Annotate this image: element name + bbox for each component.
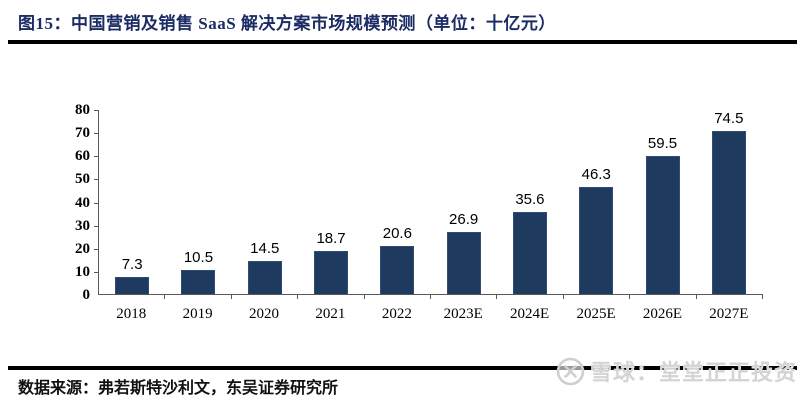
bar [247, 260, 282, 294]
bar [446, 231, 481, 294]
y-axis-tick-mark [94, 156, 99, 158]
y-axis-tick-mark [94, 248, 99, 250]
x-axis-tick-label: 2023E [443, 306, 483, 322]
x-axis-tick-label: 2024E [510, 306, 550, 322]
x-axis-tick-label: 2026E [642, 306, 683, 322]
y-axis-tick-mark [94, 202, 99, 204]
y-axis-tick-label: 60 [75, 148, 90, 165]
bar-column: 20.6 [364, 110, 430, 294]
bar-column: 10.5 [165, 110, 231, 294]
bar [181, 269, 216, 294]
x-axis-tick-mark [164, 294, 166, 299]
y-axis-tick-label: 40 [75, 194, 90, 211]
bar-columns: 7.3 10.5 14.5 18.7 20.6 26.9 35.6 46.3 59.5 74.5 [99, 110, 762, 294]
bar [645, 156, 680, 294]
y-axis-tick-mark [94, 110, 99, 111]
y-axis-tick-label: 0 [82, 287, 91, 303]
y-axis-tick-label: 30 [75, 217, 90, 234]
bar-column: 18.7 [298, 110, 364, 294]
x-axis-labels: 2018 2019 2020 2021 2022 2023E 2024E 2025E 2026E… [98, 306, 762, 323]
bar [380, 246, 415, 294]
x-axis-tick-mark [629, 294, 631, 299]
bar-column: 26.9 [430, 110, 496, 294]
bar-value-label: 26.9 [449, 210, 479, 228]
figure-title: 图15：中国营销及销售 SaaS 解决方案市场规模预测（单位：十亿元） [18, 14, 556, 33]
x-axis-tick-mark [762, 294, 763, 299]
y-axis-tick-label: 20 [75, 240, 90, 257]
x-axis-tick-mark [562, 294, 564, 299]
y-axis-tick-label: 70 [75, 125, 90, 142]
y-axis-tick-label: 80 [75, 102, 90, 118]
bar-value-label: 35.6 [515, 190, 545, 208]
x-axis-tick-label: 2025E [576, 306, 616, 322]
watermark-text: 雪球：堂堂正正投资 [589, 360, 797, 385]
bar-value-label: 18.7 [316, 229, 346, 247]
x-axis-tick-label: 2022 [381, 306, 412, 322]
bar [579, 186, 614, 294]
bar [314, 250, 349, 294]
bar-value-label: 14.5 [250, 239, 280, 257]
bar-value-label: 74.5 [714, 110, 744, 127]
x-axis-tick-mark [297, 294, 299, 299]
xueqiu-circle-x-icon [556, 357, 585, 386]
y-axis-tick-mark [94, 271, 99, 273]
x-axis-tick-mark [363, 294, 365, 299]
bar-value-label: 59.5 [647, 135, 678, 153]
bar-value-label: 20.6 [382, 225, 412, 243]
x-axis-tick-label: 2021 [315, 306, 346, 322]
x-axis-tick-mark [430, 294, 431, 299]
y-axis-tick-label: 10 [75, 263, 90, 280]
bar-value-label: 10.5 [183, 248, 214, 266]
x-axis-tick-mark [496, 294, 498, 299]
bar-column: 46.3 [563, 110, 629, 294]
title-divider-rule [8, 40, 797, 44]
footer-divider-rule [8, 366, 797, 370]
bar-column: 7.3 [99, 110, 165, 294]
y-axis-tick-mark [94, 225, 99, 227]
bar-chart: 0 10 20 30 40 50 60 70 80 7.3 10.5 14.5 18.7 20.6 26.… [0, 46, 800, 346]
y-axis-tick-mark [94, 179, 99, 181]
x-axis-tick-mark [695, 294, 697, 299]
bar-column: 74.5 [696, 110, 762, 294]
bar [115, 277, 150, 294]
x-axis-tick-mark [230, 294, 232, 299]
x-axis-tick-label: 2019 [182, 306, 213, 322]
data-source-text: 数据来源：弗若斯特沙利文，东吴证券研究所 [18, 380, 339, 397]
bar-column: 59.5 [629, 110, 695, 294]
bar [512, 211, 547, 294]
x-axis-tick-label: 2018 [116, 306, 147, 322]
bar-value-label: 7.3 [121, 256, 143, 274]
y-axis-tick-mark [94, 133, 99, 135]
y-axis-tick-label: 50 [75, 171, 90, 188]
bar [711, 131, 746, 294]
watermark: 雪球：堂堂正正投资 [556, 355, 797, 387]
bar-column: 14.5 [232, 110, 298, 294]
x-axis-tick-label: 2027E [709, 306, 749, 322]
bar-value-label: 46.3 [581, 165, 611, 183]
x-axis-tick-label: 2020 [249, 306, 280, 322]
bar-column: 35.6 [497, 110, 563, 294]
plot-area: 7.3 10.5 14.5 18.7 20.6 26.9 35.6 46.3 59.5 74.5 [94, 110, 763, 299]
